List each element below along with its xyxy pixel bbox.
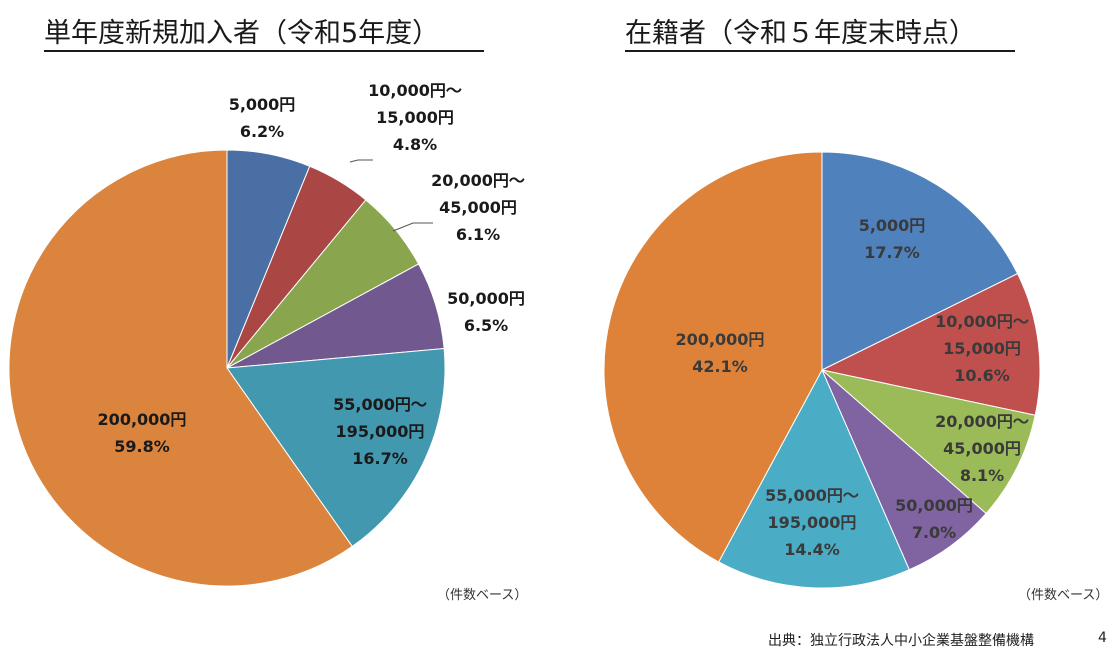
slice-data-label-200000: 200,000円 59.8% <box>98 410 187 456</box>
slice-data-label-10000: 10,000円～ 15,000円 10.6% <box>935 312 1029 385</box>
chart-title-enrolled: 在籍者（令和５年度末時点） <box>625 18 976 49</box>
count-basis-note: （件数ベース） <box>437 588 528 603</box>
slice-data-label-20000: 20,000円～ 45,000円 6.1% <box>431 171 525 244</box>
pie-slice-200000 <box>603 151 823 563</box>
slice-data-label-55000: 55,000円～ 195,000円 14.4% <box>765 486 859 559</box>
pie-slice-55000 <box>226 347 446 548</box>
label-leader-line <box>392 222 433 232</box>
slice-data-label-50000: 50,000円 7.0% <box>895 496 973 542</box>
label-leader-line <box>349 159 373 163</box>
slice-data-label-20000: 20,000円～ 45,000円 8.1% <box>935 412 1029 485</box>
pie-slice-200000 <box>8 149 353 587</box>
chart-title-new-members: 単年度新規加入者（令和5年度） <box>44 18 440 49</box>
slice-data-label-10000: 10,000円～ 15,000円 4.8% <box>368 81 462 154</box>
title-underline <box>625 50 1015 52</box>
count-basis-note: （件数ベース） <box>1018 588 1107 603</box>
pie-slice-10000 <box>820 273 1041 416</box>
pie-slice-20000 <box>820 369 1036 515</box>
page-number: 4 <box>1098 630 1107 646</box>
slice-data-label-5000: 5,000円 6.2% <box>229 95 296 141</box>
slice-data-label-200000: 200,000円 42.1% <box>676 330 765 376</box>
pie-slice-5000 <box>821 151 1019 371</box>
title-underline <box>44 50 484 52</box>
slice-data-label-5000: 5,000円 17.7% <box>859 216 926 262</box>
source-credit: 出典：独立行政法人中小企業基盤整備機構 <box>768 633 1034 649</box>
slice-data-label-50000: 50,000円 6.5% <box>447 289 525 335</box>
slice-data-label-55000: 55,000円～ 195,000円 16.7% <box>333 395 427 468</box>
pie-slice-55000 <box>718 368 910 589</box>
